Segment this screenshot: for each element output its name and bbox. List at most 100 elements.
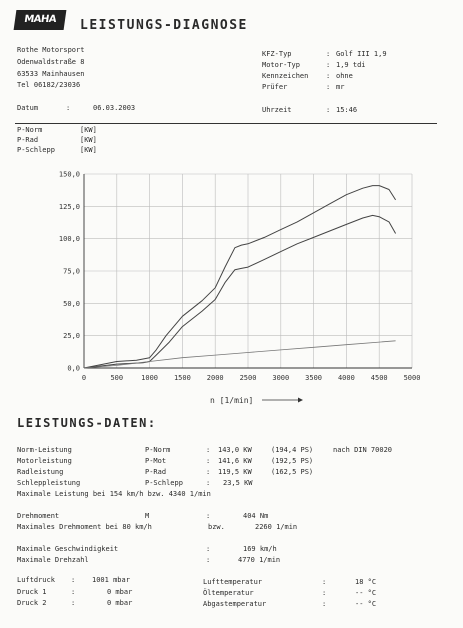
- torque-label: Drehmoment: [17, 512, 60, 520]
- torque-max-rpm: 2260 1/min: [255, 523, 298, 531]
- druck1-colon: :: [71, 588, 76, 596]
- perf-rad-label: Radleistung: [17, 468, 64, 476]
- kennzeichen-label: Kennzeichen: [262, 72, 309, 80]
- max-rpm-value: 4770 1/min: [238, 556, 281, 564]
- y-tick-label-150: 150,0: [59, 171, 80, 179]
- motor-colon: :: [326, 61, 331, 69]
- chart-grid: [84, 173, 413, 368]
- perf-schlepp-colon: :: [206, 479, 211, 487]
- perf-norm-code: P-Norm: [145, 446, 171, 454]
- perf-norm-ps: (194,4 PS): [271, 446, 314, 454]
- time-label: Uhrzeit: [262, 106, 292, 114]
- perf-norm-colon: :: [206, 446, 211, 454]
- x-tick-label-4500: 4500: [371, 374, 388, 382]
- x-axis-label: n [1/min]: [210, 396, 253, 405]
- x-tick-label-3000: 3000: [272, 374, 289, 382]
- section-title: LEISTUNGS-DATEN:: [17, 416, 157, 430]
- series-line-p-schlepp: [83, 340, 396, 369]
- address-line4: Tel 06182/23036: [17, 81, 81, 89]
- perf-norm-label: Norm-Leistung: [17, 446, 72, 454]
- chart-ticks: 0 500 1000 1500 2000 2500 3000 3500 4000 4500 5000…: [59, 171, 421, 383]
- x-tick-label-0: 0: [82, 374, 86, 382]
- perf-schlepp-label: Schleppleistung: [17, 479, 81, 487]
- kennzeichen-value: ohne: [336, 72, 353, 80]
- oeltemp-colon: :: [322, 589, 327, 597]
- motor-value: 1,9 tdi: [336, 61, 366, 69]
- x-tick-label-1500: 1500: [174, 374, 191, 382]
- address-line1: Rothe Motorsport: [17, 46, 85, 54]
- luftdruck-colon: :: [71, 576, 76, 584]
- luftdruck-value: 1001 mbar: [92, 576, 130, 584]
- perf-mot-kw: 141,6 KW: [218, 457, 252, 465]
- y-tick-label-125: 125,0: [59, 203, 80, 211]
- x-tick-label-5000: 5000: [404, 374, 421, 382]
- power-chart: 0 500 1000 1500 2000 2500 3000 3500 4000 4500 5000…: [59, 171, 421, 406]
- perf-mot-label: Motorleistung: [17, 457, 72, 465]
- x-tick-label-1000: 1000: [141, 374, 158, 382]
- x-tick-label-3500: 3500: [305, 374, 322, 382]
- date-label: Datum: [17, 104, 39, 112]
- druck2-colon: :: [71, 599, 76, 607]
- max-speed-value: 169 km/h: [243, 545, 277, 553]
- legend-norm-label: P-Norm: [17, 126, 43, 134]
- max-speed-colon: :: [206, 545, 211, 553]
- header-divider: [15, 123, 437, 124]
- maha-logo: MAHA: [13, 10, 67, 30]
- perf-mot-ps: (192,5 PS): [271, 457, 314, 465]
- legend-schlepp-label: P-Schlepp: [17, 146, 55, 154]
- torque-colon: :: [206, 512, 211, 520]
- series-line-p-norm: [83, 185, 397, 369]
- max-rpm-label: Maximale Drehzahl: [17, 556, 89, 564]
- y-tick-label-75: 75,0: [63, 268, 80, 276]
- pruefer-colon: :: [326, 83, 331, 91]
- date-value: 06.03.2003: [93, 104, 136, 112]
- oeltemp-label: Öltemperatur: [203, 589, 254, 597]
- kfz-value: Golf III 1,9: [336, 50, 387, 58]
- torque-value: 404 Nm: [243, 512, 269, 520]
- kennzeichen-colon: :: [326, 72, 331, 80]
- abgastemp-value: -- °C: [355, 600, 377, 608]
- x-tick-label-2500: 2500: [240, 374, 257, 382]
- kfz-colon: :: [326, 50, 331, 58]
- max-speed-label: Maximale Geschwindigkeit: [17, 545, 119, 553]
- perf-norm-din: nach DIN 70020: [333, 446, 393, 454]
- pruefer-value: mr: [336, 83, 345, 91]
- legend-norm-unit: [KW]: [80, 126, 97, 134]
- kfz-label: KFZ-Typ: [262, 50, 292, 58]
- y-tick-label-25: 25,0: [63, 332, 80, 340]
- date-colon: :: [66, 104, 71, 112]
- y-tick-label-100: 100,0: [59, 235, 80, 243]
- torque-bzw: bzw.: [208, 523, 225, 531]
- address-line2: Odenwaldstraße 8: [17, 58, 85, 66]
- motor-label: Motor-Typ: [262, 61, 300, 69]
- abgastemp-colon: :: [322, 600, 327, 608]
- druck1-value: 0 mbar: [107, 588, 133, 596]
- perf-rad-colon: :: [206, 468, 211, 476]
- chart-series: [83, 185, 397, 369]
- perf-schlepp-kw: 23,5 KW: [223, 479, 253, 487]
- luftdruck-label: Luftdruck: [17, 576, 55, 584]
- legend-rad-unit: [KW]: [80, 136, 97, 144]
- x-tick-label-500: 500: [110, 374, 123, 382]
- lufttemp-value: 18 °C: [355, 578, 377, 586]
- x-axis-arrowhead: [298, 397, 303, 403]
- perf-max-text: Maximale Leistung bei 154 km/h bzw. 4340…: [17, 490, 211, 498]
- page-title: LEISTUNGS-DIAGNOSE: [80, 18, 248, 33]
- druck2-label: Druck 2: [17, 599, 47, 607]
- druck2-value: 0 mbar: [107, 599, 133, 607]
- perf-mot-colon: :: [206, 457, 211, 465]
- perf-rad-code: P-Rad: [145, 468, 167, 476]
- legend-rad-label: P-Rad: [17, 136, 39, 144]
- series-line-p-rad: [83, 214, 397, 369]
- torque-max-label: Maximales Drehmoment bei 80 km/h: [17, 523, 152, 531]
- torque-code: M: [145, 512, 150, 520]
- abgastemp-label: Abgastemperatur: [203, 600, 267, 608]
- time-colon: :: [326, 106, 331, 114]
- max-rpm-colon: :: [206, 556, 211, 564]
- y-tick-label-0: 0,0: [67, 365, 80, 373]
- y-tick-label-50: 50,0: [63, 300, 80, 308]
- chart-axes: [83, 174, 412, 369]
- perf-rad-kw: 119,5 KW: [218, 468, 252, 476]
- perf-rad-ps: (162,5 PS): [271, 468, 314, 476]
- legend-schlepp-unit: [KW]: [80, 146, 97, 154]
